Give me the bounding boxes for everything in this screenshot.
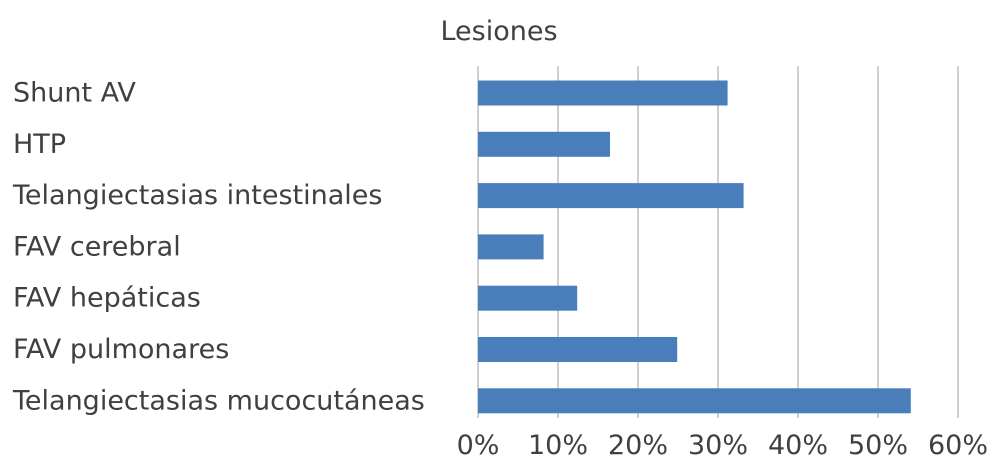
gridlines	[477, 66, 959, 418]
category-label: HTP	[13, 129, 66, 160]
bar	[478, 80, 728, 106]
category-label: Telangiectasias intestinales	[12, 180, 382, 211]
bar	[478, 131, 610, 157]
bar	[478, 285, 578, 311]
x-tick-label: 50%	[848, 430, 908, 461]
chart-title: Lesiones	[440, 16, 557, 47]
x-tick-label: 20%	[608, 430, 668, 461]
x-tick-label: 60%	[928, 430, 988, 461]
x-tick-label: 0%	[457, 430, 500, 461]
bar	[478, 388, 911, 414]
x-tick-labels: 0% 10% 20% 30% 40% 50% 60%	[457, 430, 988, 461]
x-tick-label: 40%	[768, 430, 828, 461]
category-label: FAV hepáticas	[13, 283, 201, 314]
x-tick-label: 30%	[688, 430, 748, 461]
category-labels: Shunt AV HTP Telangiectasias intestinales F…	[12, 78, 425, 417]
bars	[478, 80, 911, 414]
bar	[478, 183, 744, 209]
category-label: Shunt AV	[13, 78, 136, 109]
category-label: FAV pulmonares	[13, 334, 229, 365]
bar	[478, 337, 678, 362]
category-label: FAV cerebral	[13, 231, 181, 262]
category-label: Telangiectasias mucocutáneas	[12, 385, 425, 416]
bar	[478, 234, 544, 260]
x-tick-label: 10%	[528, 430, 588, 461]
